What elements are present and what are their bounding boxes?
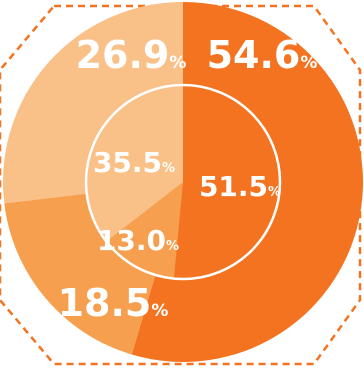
inner-slice [173, 85, 280, 279]
data-labels: 54.6% 18.5% 26.9% 51.5% 13.0% 35.5% [58, 33, 318, 325]
outer-label: 18.5% [58, 281, 169, 325]
inner-label: 35.5% [93, 146, 175, 179]
inner-slice [106, 182, 183, 279]
inner-slice [86, 85, 183, 242]
inner-ring-outline [84, 83, 282, 281]
outer-label: 26.9% [76, 33, 187, 77]
inner-label: 13.0% [97, 224, 179, 257]
outer-label: 54.6% [207, 33, 318, 77]
inner-label: 51.5% [199, 170, 281, 203]
inner-ring [84, 83, 282, 281]
